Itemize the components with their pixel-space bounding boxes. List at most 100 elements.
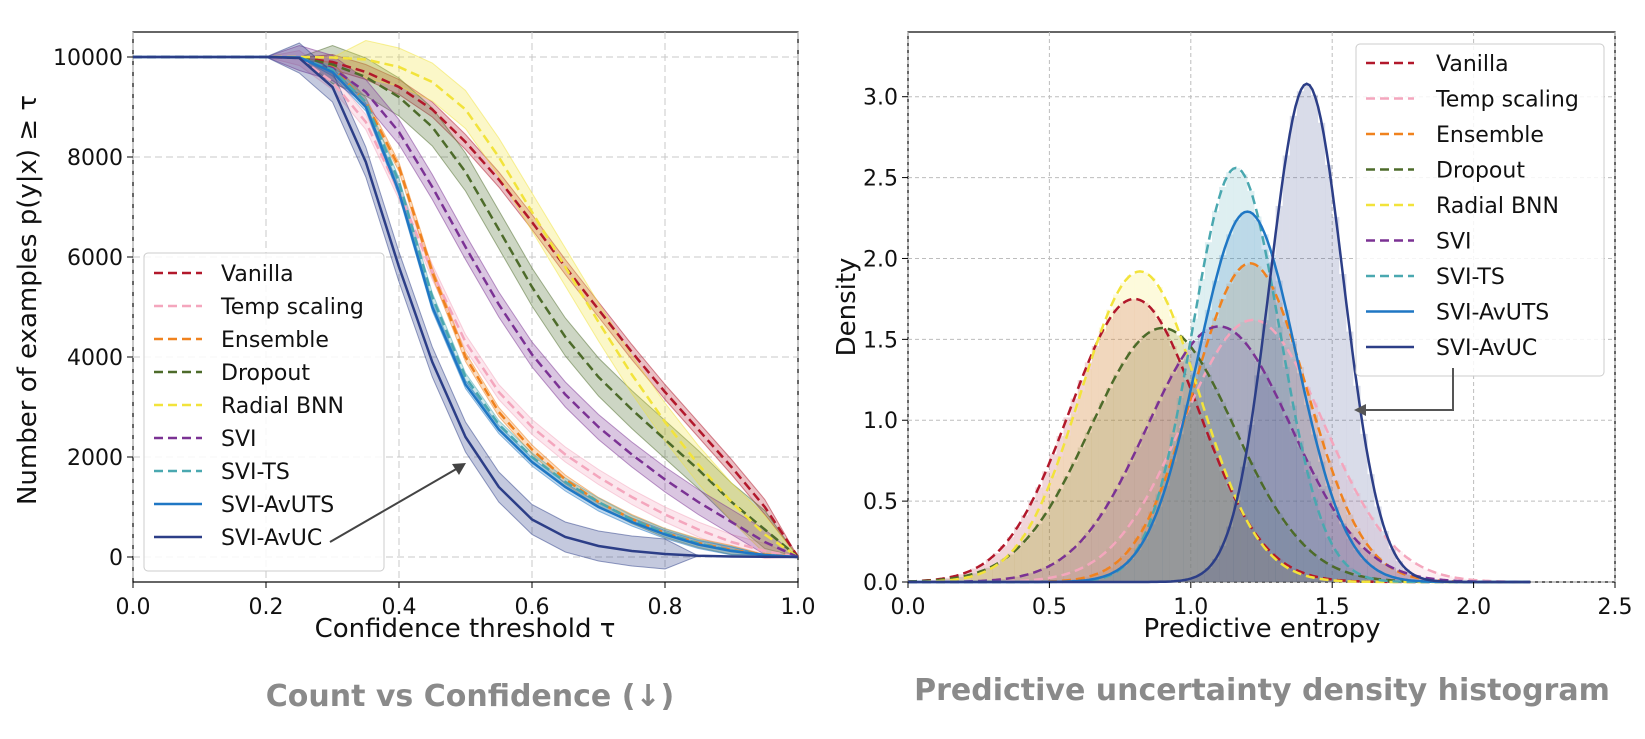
right-hist-bar	[1169, 373, 1177, 582]
right-hist-bar	[1028, 533, 1036, 582]
right-hist-bar	[1183, 356, 1191, 582]
right-hist-bar	[1367, 554, 1375, 582]
right-hist-bar	[992, 565, 1000, 582]
right-hist-bar	[1098, 331, 1106, 582]
right-hist-bar	[1127, 299, 1135, 582]
right-y-tick-label: 0.0	[863, 571, 898, 596]
right-hist-bar	[1254, 537, 1262, 582]
right-hist-bar	[1233, 167, 1241, 582]
right-hist-bar	[1303, 574, 1311, 582]
right-hist-bar	[1360, 548, 1368, 582]
right-hist-bar	[1169, 461, 1177, 582]
right-hist-bar	[1247, 462, 1255, 582]
right-hist-bar	[1183, 380, 1191, 582]
right-hist-bar	[1084, 564, 1092, 582]
right-hist-bar	[1120, 532, 1128, 582]
right-hist-bar	[1402, 575, 1410, 582]
right-hist-bar	[1212, 210, 1220, 583]
right-hist-bar	[1367, 578, 1375, 582]
right-hist-bar	[1346, 331, 1354, 582]
right-hist-bar	[1254, 220, 1262, 582]
right-hist-bar	[1296, 441, 1304, 582]
right-hist-bar	[1346, 514, 1354, 582]
right-hist-bar	[1296, 91, 1304, 582]
right-hist-bar	[1204, 309, 1212, 582]
right-hist-bar	[1296, 373, 1304, 582]
right-hist-bar	[1226, 333, 1234, 582]
right-legend-label-vanilla: Vanilla	[1436, 52, 1509, 77]
left-legend-label-temp-scaling: Temp scaling	[220, 295, 364, 320]
right-hist-bar	[1190, 351, 1198, 582]
left-x-tick-label: 0.2	[249, 595, 284, 620]
right-hist-bar	[1381, 563, 1389, 582]
left-line-radial-bnn	[133, 55, 799, 559]
right-hist-bar	[1254, 361, 1262, 582]
right-hist-bar	[1141, 431, 1149, 582]
right-line-svi	[908, 325, 1531, 584]
right-hist-bar	[1169, 316, 1177, 582]
predictive-entropy-density-chart: 0.0 0.5 1.0 1.5 2.0 2.5 0.0 0.5 1.0 1.5 2.0 2.5 3.0…	[832, 31, 1633, 644]
right-hist-bar	[1275, 280, 1283, 582]
right-hist-bar	[1247, 212, 1255, 582]
right-hist-bar	[1056, 436, 1064, 582]
right-x-tick-label: 1.0	[1173, 595, 1208, 620]
right-hist-bar	[1084, 362, 1092, 582]
right-hist-bar	[1190, 378, 1198, 582]
right-x-ticks: 0.0 0.5 1.0 1.5 2.0 2.5	[891, 582, 1633, 620]
right-hist-bar	[1332, 567, 1340, 582]
right-hist-bar	[1176, 427, 1184, 582]
right-legend-label-svi-ts: SVI-TS	[1436, 265, 1505, 290]
right-hist-bar	[1070, 413, 1078, 582]
right-hist-bar	[1169, 330, 1177, 582]
right-hist-bar	[1360, 505, 1368, 582]
right-annotation-arrow	[1354, 368, 1454, 416]
right-hist-bar	[1240, 514, 1248, 582]
right-hist-bar	[1303, 576, 1311, 582]
left-annotation-arrow	[329, 463, 466, 543]
right-hist-bar	[1212, 454, 1220, 582]
right-line-dropout	[907, 326, 1531, 584]
right-hist-bar	[1268, 329, 1276, 582]
right-hist-bar	[1120, 362, 1128, 582]
right-hist-bar	[1226, 417, 1234, 582]
right-legend-label-svi: SVI	[1436, 230, 1472, 255]
right-hist-bar	[1240, 265, 1248, 582]
right-hist-bar	[1120, 555, 1128, 582]
right-hist-bar	[1226, 329, 1234, 582]
right-hist-bar	[1127, 558, 1135, 582]
right-hist-bar	[1332, 449, 1340, 582]
right-density-lines	[907, 82, 1531, 584]
right-hist-bar	[1007, 553, 1015, 582]
right-hist-bar	[1113, 571, 1121, 582]
right-hist-bar	[1353, 575, 1361, 582]
left-line-svi	[133, 55, 799, 559]
right-hist-bar	[1275, 559, 1283, 582]
right-hist-bar	[1247, 527, 1255, 582]
right-hist-bar	[1240, 322, 1248, 582]
right-hist-bar	[1190, 373, 1198, 582]
right-hist-bar	[1212, 280, 1220, 582]
right-hist-bar	[1063, 476, 1071, 582]
right-x-tick-label: 0.5	[1032, 595, 1067, 620]
right-hist-bar	[1261, 249, 1269, 582]
right-hist-bar	[1233, 326, 1241, 582]
right-hist-bar	[1148, 511, 1156, 582]
right-hist-bar	[1204, 374, 1212, 582]
left-x-tick-label: 0.8	[648, 595, 683, 620]
right-hist-bar	[1190, 577, 1198, 582]
right-hist-bar	[1459, 578, 1467, 582]
right-hist-bar	[1247, 526, 1255, 582]
right-hist-bar	[1042, 471, 1050, 582]
right-hist-bar	[1325, 485, 1333, 582]
right-hist-bar	[1367, 578, 1375, 582]
left-legend-label-svi-avuc: SVI-AvUC	[221, 526, 322, 551]
right-y-tick-label: 2.0	[863, 247, 898, 272]
right-hist-bar	[1098, 512, 1106, 582]
right-hist-bar	[1155, 328, 1163, 582]
right-hist-bar	[985, 569, 993, 582]
right-hist-bar	[1204, 568, 1212, 582]
right-y-tick-label: 0.5	[863, 490, 898, 515]
right-hist-bar	[1141, 534, 1149, 582]
right-hist-bar	[1261, 545, 1269, 582]
right-hist-bar	[1417, 576, 1425, 582]
